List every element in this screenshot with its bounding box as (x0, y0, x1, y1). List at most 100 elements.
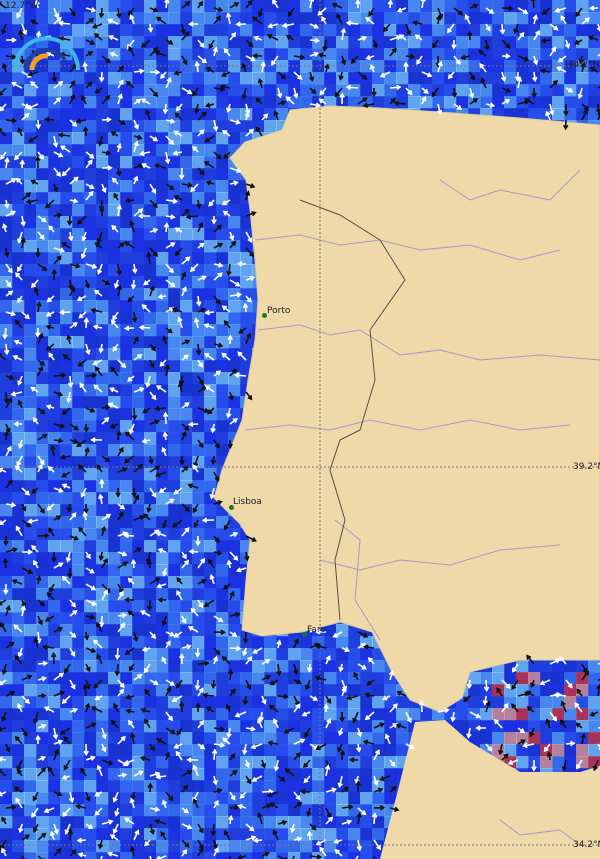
current-arrow (124, 241, 135, 249)
city-label-porto[interactable]: Porto (267, 306, 291, 316)
current-arrow (35, 247, 41, 258)
current-arrow (93, 384, 103, 393)
current-arrow (85, 567, 95, 574)
current-arrow (596, 683, 600, 697)
current-arrow (229, 753, 236, 761)
current-arrow (127, 375, 135, 382)
current-arrow (78, 526, 87, 537)
current-arrow (15, 525, 23, 537)
current-arrow (303, 775, 311, 784)
current-arrow (171, 519, 183, 528)
current-arrow (197, 111, 207, 121)
current-arrow (131, 487, 137, 498)
current-arrow (15, 272, 23, 281)
current-arrow (43, 116, 55, 123)
current-arrow (139, 150, 151, 157)
current-arrow (68, 791, 75, 804)
current-arrow (98, 343, 104, 354)
current-arrow (234, 711, 247, 718)
current-arrow (0, 467, 7, 473)
current-arrow (261, 695, 267, 705)
current-arrow (67, 567, 73, 579)
current-arrow (233, 372, 247, 379)
current-arrow (149, 199, 158, 209)
current-arrow (241, 87, 247, 100)
current-arrow (314, 675, 327, 681)
current-arrow (383, 23, 391, 33)
current-arrow (261, 674, 272, 681)
current-arrow (162, 411, 169, 425)
current-arrow (17, 399, 23, 409)
current-arrow (140, 98, 151, 105)
current-arrow (252, 53, 263, 59)
current-arrow (117, 511, 124, 521)
current-arrow (149, 7, 159, 13)
current-arrow (14, 465, 23, 473)
current-arrow (173, 130, 183, 137)
current-arrow (130, 558, 137, 569)
current-arrow (321, 15, 327, 25)
iberia-land (213, 105, 600, 713)
current-arrow (229, 231, 235, 241)
current-arrow (341, 647, 350, 653)
current-arrow (51, 551, 57, 563)
current-arrow (195, 343, 202, 356)
current-arrow (117, 93, 123, 105)
current-arrow (21, 503, 27, 512)
current-arrow (197, 375, 204, 386)
current-arrow (362, 739, 375, 745)
current-arrow (211, 748, 218, 761)
current-arrow (53, 672, 65, 681)
current-arrow (212, 839, 218, 850)
current-arrow (251, 16, 263, 25)
current-arrow (85, 755, 96, 761)
current-arrow (61, 774, 71, 781)
current-arrow (466, 727, 472, 739)
city-label-faro[interactable]: Faro (307, 625, 326, 635)
current-arrow (186, 757, 199, 763)
current-arrow (208, 39, 215, 50)
current-arrow (49, 830, 55, 841)
current-arrow (197, 839, 204, 850)
city-label-lisboa[interactable]: Lisboa (233, 497, 262, 507)
current-arrow (532, 55, 539, 66)
current-arrow (69, 679, 76, 690)
current-arrow (285, 35, 295, 41)
current-arrow (21, 192, 32, 201)
current-arrow (66, 391, 72, 404)
current-arrow (83, 423, 89, 433)
current-arrow (501, 39, 511, 49)
current-arrow (69, 438, 79, 444)
current-arrow (499, 23, 506, 35)
current-arrow (21, 103, 31, 109)
current-arrow (229, 119, 242, 125)
current-arrow (140, 39, 151, 48)
current-arrow (227, 334, 234, 345)
current-arrow (69, 599, 77, 608)
current-arrow (478, 49, 487, 57)
current-arrow (149, 135, 159, 142)
current-arrow (164, 151, 171, 165)
current-arrow (5, 178, 17, 185)
current-arrow (197, 242, 205, 249)
current-arrow (421, 87, 429, 95)
current-arrow (144, 718, 151, 729)
current-arrow (142, 407, 151, 414)
current-arrow (213, 370, 222, 377)
current-arrow (21, 487, 30, 496)
current-arrow (437, 707, 450, 714)
current-arrow (309, 626, 320, 633)
current-arrow (179, 455, 185, 466)
current-arrow (273, 110, 279, 121)
current-arrow (301, 711, 311, 717)
current-arrow (177, 381, 184, 393)
current-arrow (318, 98, 327, 105)
current-arrow (140, 610, 151, 617)
current-arrow (340, 55, 347, 66)
current-arrow (242, 631, 249, 644)
current-arrow (197, 823, 204, 834)
current-arrow (293, 663, 299, 675)
current-arrow (389, 703, 398, 713)
current-arrow (181, 354, 189, 361)
